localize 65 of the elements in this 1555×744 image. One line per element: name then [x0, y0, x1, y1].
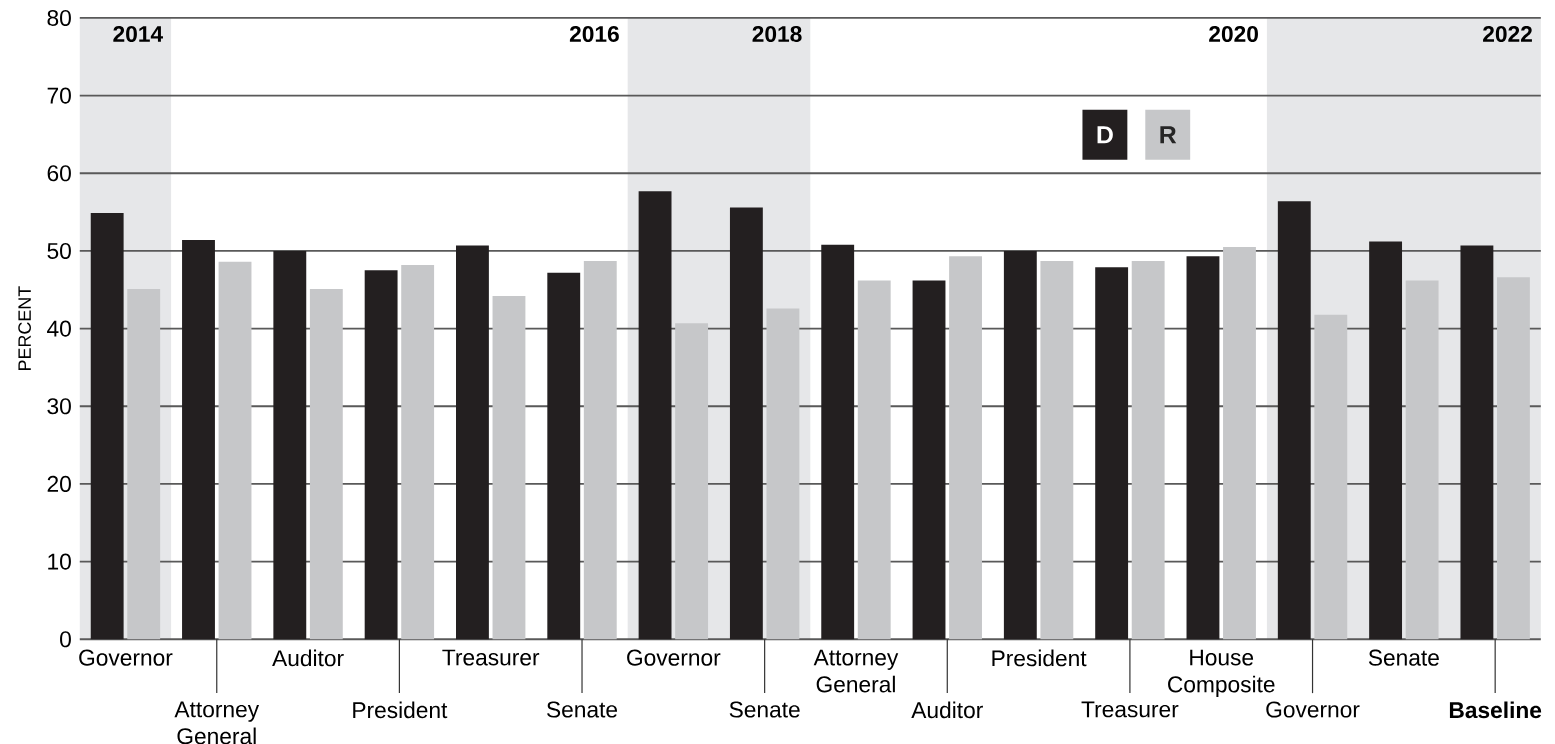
annotation: 2014	[113, 25, 163, 42]
y-tick-label: 70	[47, 87, 71, 104]
x-tick-label: Senate	[729, 701, 800, 718]
bar	[583, 260, 617, 640]
bar	[1223, 246, 1256, 640]
annotation: 2020	[1209, 25, 1258, 42]
x-tick-label: Governor	[1266, 701, 1360, 718]
y-tick-label: 60	[47, 165, 71, 182]
y-axis-title: PERCENT	[18, 286, 31, 370]
bar	[857, 280, 891, 640]
bar	[1460, 245, 1494, 640]
bar	[182, 239, 215, 640]
bar	[1040, 260, 1074, 640]
bar	[401, 264, 435, 640]
bar	[821, 244, 855, 640]
bar	[547, 272, 581, 640]
bar	[1186, 256, 1220, 640]
bar	[492, 295, 526, 640]
bar	[1369, 241, 1403, 640]
bar	[1497, 277, 1530, 640]
x-tick-label: Treasurer	[1081, 701, 1179, 718]
bar	[949, 256, 982, 640]
bar	[364, 270, 398, 640]
bar	[912, 280, 946, 640]
text: R	[1160, 126, 1177, 144]
x-tick-label: Auditor	[911, 701, 983, 719]
bar	[1405, 280, 1439, 640]
y-tick-label: 80	[47, 9, 71, 26]
y-tick-label: 30	[47, 398, 71, 415]
bar	[766, 308, 800, 640]
x-tick-label: Senate	[547, 701, 618, 718]
bar	[638, 191, 672, 640]
x-tick-label: Governor	[627, 649, 721, 666]
bar	[273, 250, 307, 640]
y-tick-label: 50	[47, 242, 71, 259]
x-tick-label: Auditor	[272, 649, 344, 667]
bar	[1277, 201, 1311, 640]
x-tick-label: Treasurer	[442, 649, 540, 666]
annotation: 2022	[1483, 25, 1532, 42]
bar	[309, 288, 343, 640]
annotation: 2018	[752, 25, 802, 42]
bar	[90, 212, 124, 640]
y-tick-label: 20	[47, 475, 71, 492]
x-tick-label: House Composite	[1168, 649, 1275, 697]
bar	[1095, 267, 1129, 640]
bar	[127, 288, 161, 640]
y-tick-label: 0	[60, 631, 71, 648]
x-tick-label: Governor	[79, 649, 173, 666]
bar	[218, 261, 252, 640]
bar	[1003, 250, 1037, 640]
text: D	[1097, 126, 1113, 144]
x-tick-label: Baseline	[1449, 701, 1542, 719]
x-tick-label: President	[992, 649, 1087, 667]
bar	[1314, 314, 1348, 640]
y-tick-label: 40	[47, 320, 71, 337]
x-tick-label: President	[353, 701, 448, 719]
x-tick-label: Attorney General	[813, 649, 899, 693]
x-tick-label: Senate	[1368, 649, 1439, 666]
bar	[456, 245, 489, 640]
bar	[1131, 260, 1165, 640]
bar	[675, 323, 709, 640]
annotation: 2016	[569, 25, 619, 42]
bar	[729, 207, 763, 640]
y-tick-label: 10	[48, 553, 71, 570]
x-tick-label: Attorney General	[174, 701, 260, 744]
